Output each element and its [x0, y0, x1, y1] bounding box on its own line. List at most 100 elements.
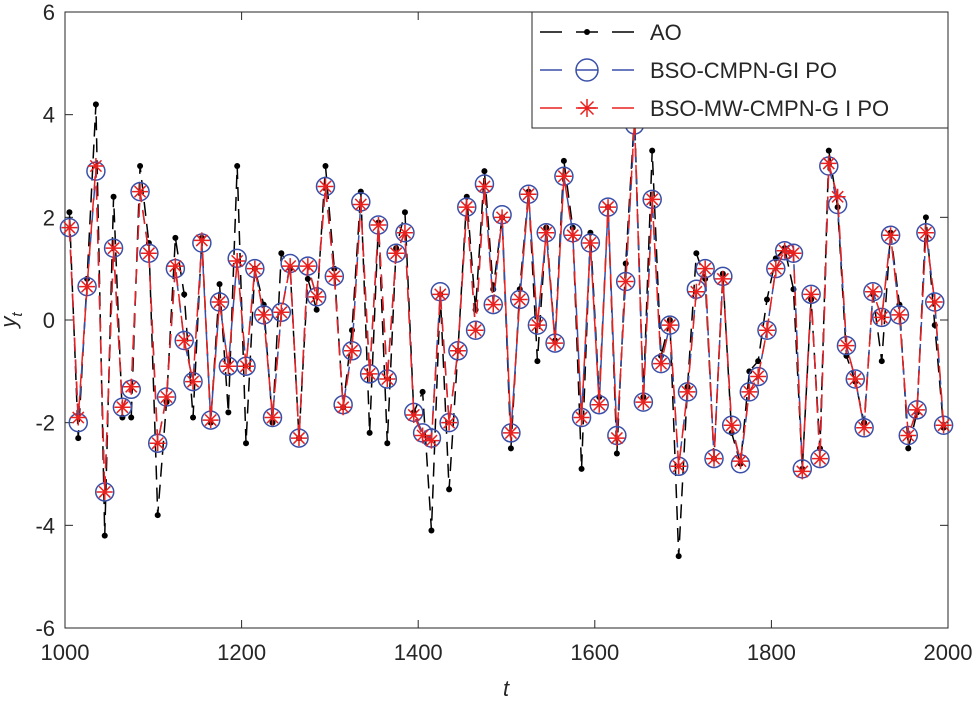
point — [273, 304, 290, 321]
x-axis-label: t — [503, 676, 510, 701]
point — [193, 232, 210, 249]
point — [900, 427, 917, 444]
point — [653, 355, 670, 372]
point — [622, 260, 629, 267]
point — [308, 288, 325, 305]
point — [811, 450, 828, 467]
point — [428, 527, 435, 534]
point — [352, 196, 369, 213]
point — [560, 157, 567, 164]
point — [547, 335, 564, 352]
point — [750, 368, 767, 385]
point — [343, 342, 360, 359]
series-line — [68, 119, 945, 492]
y-tick-label: -2 — [35, 411, 55, 436]
point — [679, 383, 696, 400]
point — [313, 306, 320, 313]
legend-marker — [575, 58, 599, 82]
point — [262, 407, 283, 428]
point — [271, 302, 292, 323]
point — [825, 147, 832, 154]
point — [225, 409, 232, 416]
point — [534, 358, 541, 365]
point — [670, 458, 687, 475]
legend-box — [531, 11, 949, 129]
point — [335, 399, 352, 416]
point — [741, 383, 758, 400]
point — [87, 158, 104, 174]
point — [763, 296, 770, 303]
point — [446, 486, 453, 493]
point — [361, 365, 378, 382]
point — [511, 291, 528, 308]
legend-marker — [578, 99, 596, 117]
point — [935, 417, 952, 434]
x-tick-label: 1200 — [217, 640, 266, 665]
point — [748, 366, 768, 387]
point — [130, 181, 150, 202]
point — [128, 414, 135, 421]
point — [922, 214, 929, 221]
point — [388, 245, 405, 262]
point — [299, 258, 316, 275]
y-axis-label-sub: t — [9, 312, 26, 317]
point — [854, 418, 874, 438]
point — [61, 219, 78, 236]
point — [220, 358, 237, 375]
point — [494, 209, 511, 226]
point — [758, 322, 775, 339]
point — [243, 440, 250, 447]
legend-label: AO — [650, 20, 682, 45]
point — [564, 227, 581, 244]
point — [414, 427, 431, 444]
point — [481, 168, 488, 175]
point — [578, 465, 585, 472]
point — [829, 188, 846, 205]
point — [677, 382, 698, 402]
point — [766, 258, 786, 279]
point — [366, 429, 373, 436]
point — [820, 155, 837, 172]
point — [379, 371, 396, 388]
point — [785, 245, 802, 262]
point — [238, 358, 255, 375]
point — [211, 294, 228, 311]
point — [282, 258, 299, 275]
point — [697, 260, 714, 277]
point — [140, 245, 157, 262]
x-tick-label: 2000 — [924, 640, 973, 665]
point — [405, 406, 422, 423]
point — [105, 240, 122, 257]
point — [149, 435, 166, 452]
point — [502, 424, 519, 441]
point — [326, 268, 343, 285]
point — [485, 296, 502, 313]
point — [917, 224, 934, 241]
point — [538, 224, 555, 241]
legend: AO BSO-CMPN-GI PO BSO-MW-CMPN-G I PO — [531, 11, 949, 129]
point — [423, 432, 440, 449]
point — [591, 396, 608, 413]
point — [660, 315, 680, 335]
point — [432, 286, 449, 303]
point — [582, 235, 599, 251]
point — [746, 368, 753, 375]
point — [176, 332, 193, 349]
point — [723, 417, 740, 434]
point — [395, 222, 415, 243]
point — [767, 260, 784, 277]
point — [458, 199, 475, 216]
y-axis-label: yt — [0, 312, 26, 330]
point — [278, 250, 285, 257]
point — [190, 414, 197, 421]
point — [110, 193, 117, 200]
point — [801, 284, 821, 305]
point — [132, 183, 149, 200]
point — [838, 337, 855, 354]
point — [688, 283, 705, 300]
point — [520, 186, 537, 203]
point — [476, 178, 493, 195]
point — [507, 445, 514, 452]
point — [555, 168, 572, 185]
